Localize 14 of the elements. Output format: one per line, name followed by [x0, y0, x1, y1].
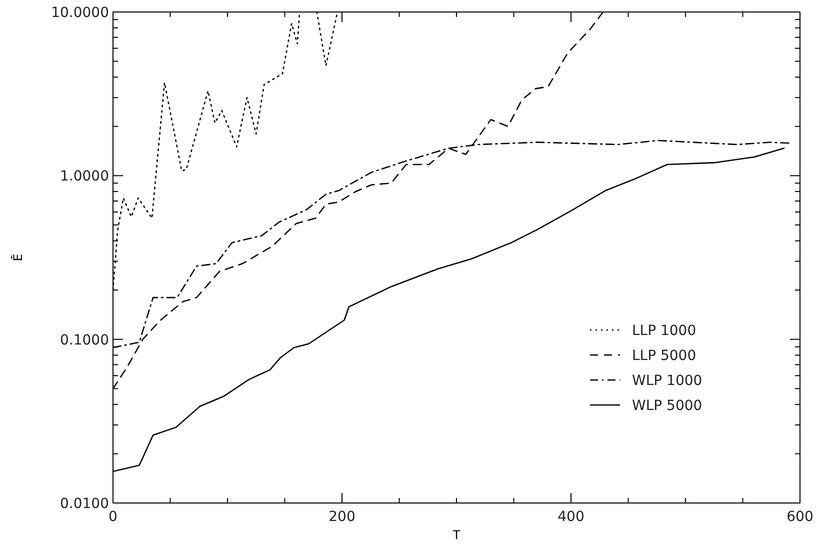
y-axis-title: Ē [11, 254, 25, 262]
legend-label: WLP 5000 [632, 398, 702, 414]
x-axis-title: T [452, 528, 461, 542]
x-tick-label: 600 [786, 509, 814, 525]
x-tick-label: 200 [328, 509, 356, 525]
y-tick-label: 0.1000 [60, 332, 109, 348]
y-tick-label: 0.0100 [60, 496, 109, 512]
x-tick-label: 0 [108, 509, 118, 525]
legend-label: LLP 5000 [632, 348, 696, 364]
legend-label: WLP 1000 [632, 373, 702, 389]
x-tick-label: 400 [558, 509, 584, 525]
legend-label: LLP 1000 [632, 323, 696, 339]
y-tick-label: 1.0000 [60, 168, 109, 185]
y-tick-label: 10.0000 [51, 5, 109, 21]
